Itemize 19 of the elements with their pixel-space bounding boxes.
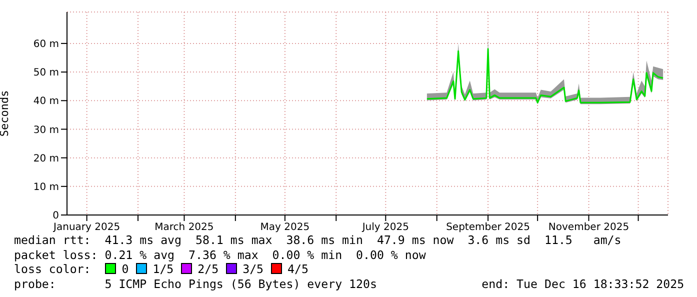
y-tick-label: 40 m: [33, 96, 59, 108]
text: loss color: 0 1/5 2/5 3/5 4/5: [14, 262, 308, 276]
y-axis-title: Seconds: [0, 90, 11, 137]
x-tick-label: July 2025: [361, 222, 409, 234]
y-tick-label: 50 m: [33, 68, 59, 79]
y-tick-label: 60 m: [33, 39, 59, 50]
y-tick-label: 0: [52, 210, 59, 222]
text: probe: 5 ICMP Echo Pings (56 Bytes) every 120s end: Tue Dec 16 18:33:52 2025: [14, 276, 684, 291]
x-tick-label: March 2025: [154, 222, 214, 234]
x-tick-label: May 2025: [260, 222, 310, 234]
x-tick-label: November 2025: [548, 222, 630, 234]
y-tick-label: 30 m: [33, 124, 59, 136]
y-tick-label: 20 m: [33, 153, 59, 164]
text: packet loss: 0.21 % avg 7.36 % max 0.00 % min 0.00 % now: [14, 248, 427, 262]
x-tick-label: January 2025: [52, 222, 120, 234]
line-series: [426, 48, 664, 104]
text: median rtt: 41.3 ms avg 58.1 ms max 38.6 ms min 47.9 ms now 3.6 ms sd 11.5 am/s: [14, 233, 622, 248]
y-tick-label: 10 m: [33, 182, 59, 193]
x-tick-label: September 2025: [446, 222, 530, 234]
